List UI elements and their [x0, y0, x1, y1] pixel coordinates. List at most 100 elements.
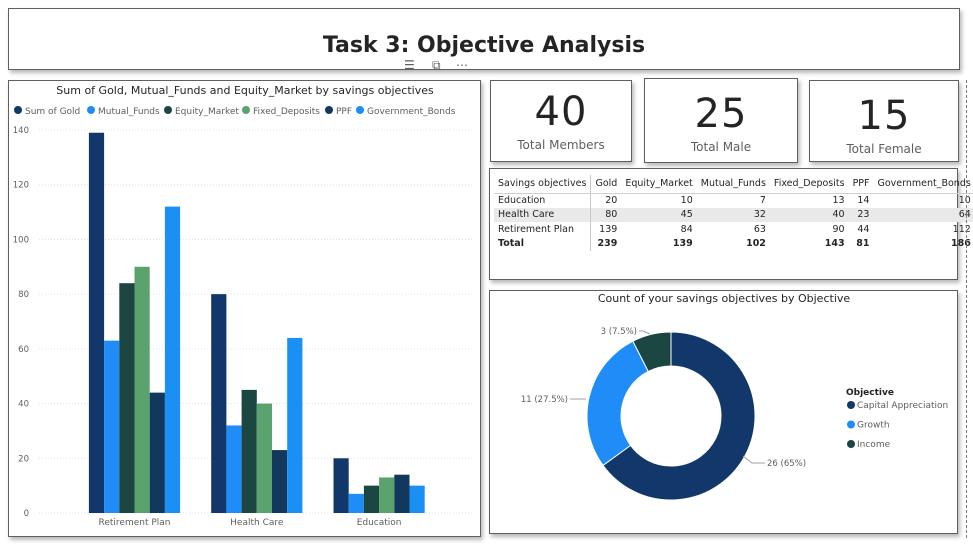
bar — [226, 425, 242, 513]
table-total-row: Total 239 139 102 143 81 186 — [494, 236, 973, 251]
card-total-members[interactable]: 40 Total Members — [490, 80, 632, 162]
table-cell: 64 — [873, 207, 973, 222]
donut-chart-panel[interactable]: Count of your savings objectives by Obje… — [489, 290, 958, 534]
bar — [88, 132, 105, 513]
legend-marker — [164, 106, 172, 114]
table-cell: Health Care — [494, 207, 592, 222]
table-cell: 81 — [856, 238, 870, 250]
x-tick-label: Education — [357, 518, 402, 528]
more-options-icon[interactable]: ⋯ — [456, 58, 468, 72]
donut-slice — [586, 340, 649, 467]
bar — [394, 474, 410, 513]
table-cell: 84 — [680, 223, 693, 235]
table-cell: 63 — [753, 223, 766, 235]
title-panel: Task 3: Objective Analysis — [8, 8, 960, 70]
total-male-label: Total Male — [690, 140, 752, 154]
y-tick-label: 0 — [24, 509, 29, 519]
table-row: Education 20 10 7 13 14 10 — [494, 193, 973, 208]
bar — [241, 389, 257, 513]
bar — [409, 485, 425, 513]
bar — [348, 493, 364, 513]
legend-marker — [847, 440, 855, 448]
legend-marker — [87, 106, 95, 114]
table-cell: 90 — [832, 223, 845, 235]
legend-entry: Growth — [857, 421, 890, 431]
y-tick-label: 40 — [18, 400, 29, 410]
table-cell: 13 — [832, 195, 845, 206]
table-cell: 14 — [857, 195, 870, 206]
total-members-label: Total Members — [517, 138, 605, 152]
table-row: Retirement Plan 139 84 63 90 44 112 — [494, 222, 973, 237]
table-cell: Education — [494, 193, 592, 208]
card-total-female[interactable]: 15 Total Female — [809, 80, 959, 162]
donut-slice — [602, 331, 756, 501]
table-cell: 102 — [746, 238, 766, 250]
table-cell: 7 — [759, 195, 766, 206]
bar — [287, 337, 303, 513]
bar — [104, 340, 120, 513]
legend-entry: Sum of Gold — [25, 107, 80, 117]
col-header[interactable]: Gold — [590, 175, 622, 194]
data-label: 11 (27.5%) — [521, 395, 568, 405]
legend-title: Objective — [846, 388, 894, 398]
table-cell: 139 — [672, 238, 693, 250]
legend-entry: Mutual_Funds — [98, 107, 160, 117]
col-header[interactable]: Equity_Market — [621, 175, 697, 194]
savings-table-panel[interactable]: Savings objectives Gold Equity_Market Mu… — [489, 168, 973, 280]
data-label-leader — [742, 455, 765, 464]
legend-entry: PPF — [336, 107, 352, 117]
filter-icon[interactable]: ☰ — [404, 58, 415, 72]
table-cell: 40 — [769, 207, 849, 222]
x-tick-label: Retirement Plan — [99, 518, 171, 528]
x-tick-label: Health Care — [230, 518, 284, 528]
total-members-value: 40 — [534, 89, 588, 135]
col-header[interactable]: PPF — [848, 175, 874, 194]
col-header[interactable]: Savings objectives — [494, 175, 592, 194]
total-male-value: 25 — [694, 91, 748, 137]
bar — [272, 450, 288, 513]
donut-chart: Count of your savings objectives by Obje… — [521, 292, 948, 501]
bar — [211, 294, 227, 513]
bar — [333, 458, 349, 513]
legend-marker — [847, 401, 855, 409]
table-cell: 112 — [952, 223, 971, 235]
col-header[interactable]: Government_Bonds — [873, 175, 973, 194]
bar — [119, 283, 135, 513]
legend-marker — [356, 106, 364, 114]
bar — [134, 266, 150, 513]
table-cell: 45 — [621, 207, 697, 222]
bar — [363, 485, 380, 513]
col-header[interactable]: Mutual_Funds — [696, 175, 770, 194]
y-tick-label: 120 — [13, 181, 29, 191]
data-label-leader — [639, 330, 651, 335]
data-label: 3 (7.5%) — [601, 327, 637, 337]
donut-slice — [632, 331, 672, 373]
table-cell: 10 — [958, 195, 971, 206]
canvas-edge-divider — [966, 80, 967, 538]
y-tick-label: 20 — [18, 454, 29, 464]
y-tick-label: 140 — [13, 126, 29, 136]
total-female-value: 15 — [857, 93, 911, 139]
legend-entry: Equity_Market — [175, 107, 239, 117]
legend-entry: Government_Bonds — [367, 107, 456, 117]
table-cell: 143 — [824, 238, 845, 250]
total-female-label: Total Female — [846, 142, 922, 156]
table-cell: 44 — [857, 223, 870, 235]
col-header[interactable]: Fixed_Deposits — [769, 175, 849, 194]
table-cell: 239 — [597, 238, 618, 250]
savings-table: Savings objectives Gold Equity_Market Mu… — [494, 175, 973, 251]
table-cell: 80 — [590, 207, 622, 222]
bar — [379, 477, 395, 513]
table-cell: 32 — [696, 207, 770, 222]
table-header-row: Savings objectives Gold Equity_Market Mu… — [494, 175, 973, 194]
card-total-male[interactable]: 25 Total Male — [644, 78, 798, 163]
bar — [164, 206, 181, 513]
table-cell: 10 — [680, 195, 693, 206]
bar-chart-panel[interactable]: Sum of Gold, Mutual_Funds and Equity_Mar… — [8, 80, 481, 537]
focus-mode-icon[interactable]: ⧉ — [432, 58, 441, 72]
table-cell: 186 — [950, 238, 971, 250]
table-cell: Total — [494, 236, 592, 251]
y-tick-label: 80 — [18, 290, 29, 300]
page-title: Task 3: Objective Analysis — [322, 33, 646, 58]
legend-marker — [325, 106, 333, 114]
